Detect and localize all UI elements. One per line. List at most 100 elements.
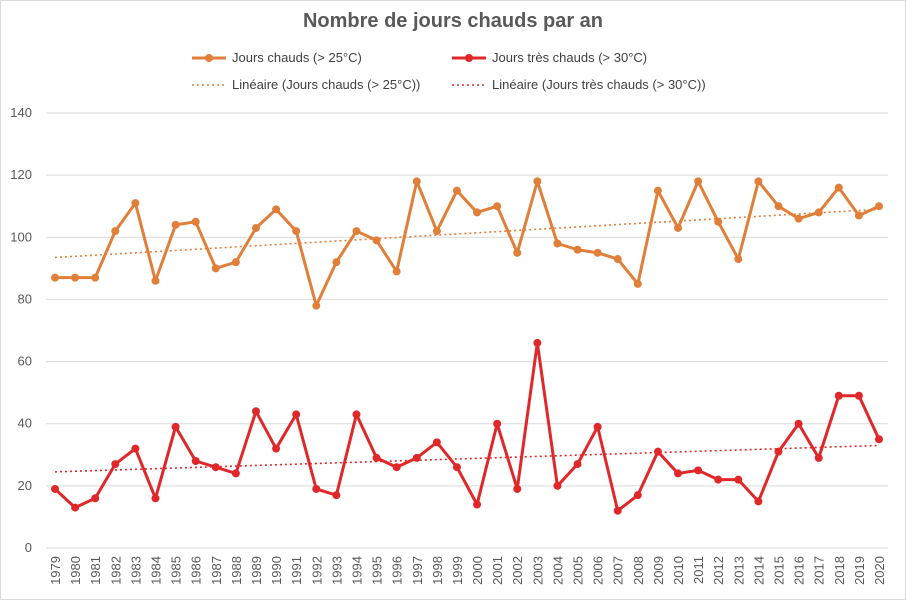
data-point: [614, 255, 622, 263]
data-point: [855, 392, 863, 400]
x-tick-label: 2011: [691, 556, 706, 584]
data-point: [453, 463, 461, 471]
data-point: [654, 187, 662, 195]
data-point: [111, 460, 119, 468]
data-point: [232, 258, 240, 266]
data-point: [393, 463, 401, 471]
x-tick-label: 2010: [671, 556, 686, 585]
data-point: [332, 258, 340, 266]
data-point: [674, 224, 682, 232]
x-tick-label: 1999: [450, 556, 465, 585]
y-axis: 020406080100120140: [10, 105, 32, 555]
x-tick-label: 2003: [530, 556, 545, 585]
data-point: [694, 177, 702, 185]
x-tick-label: 1984: [148, 556, 163, 585]
x-tick-label: 1986: [189, 556, 204, 585]
data-point: [192, 218, 200, 226]
data-point: [192, 457, 200, 465]
x-tick-label: 1985: [169, 556, 184, 585]
data-point: [473, 208, 481, 216]
data-point: [312, 302, 320, 310]
trend-line-1: [55, 209, 879, 257]
data-point: [252, 407, 260, 415]
data-point: [332, 491, 340, 499]
x-tick-label: 1988: [229, 556, 244, 585]
data-point: [835, 392, 843, 400]
data-point: [513, 249, 521, 257]
data-point: [875, 202, 883, 210]
legend: Jours chauds (> 25°C) Jours très chauds (…: [192, 50, 706, 92]
y-tick-label: 80: [18, 291, 32, 306]
data-point: [172, 423, 180, 431]
data-point: [51, 274, 59, 282]
data-point: [111, 227, 119, 235]
x-tick-label: 1989: [249, 556, 264, 585]
data-point: [855, 212, 863, 220]
x-tick-label: 2020: [872, 556, 887, 585]
data-point: [373, 454, 381, 462]
data-point: [71, 504, 79, 512]
x-tick-label: 1994: [349, 556, 364, 585]
x-tick-label: 2004: [550, 556, 565, 585]
y-tick-label: 0: [25, 540, 32, 555]
data-point: [795, 420, 803, 428]
data-point: [835, 184, 843, 192]
data-point: [513, 485, 521, 493]
data-point: [272, 445, 280, 453]
data-point: [91, 274, 99, 282]
data-point: [734, 476, 742, 484]
data-point: [815, 454, 823, 462]
data-point: [594, 249, 602, 257]
x-tick-label: 2014: [751, 556, 766, 585]
legend-label: Linéaire (Jours chauds (> 25°C)): [232, 77, 420, 92]
x-tick-label: 2006: [591, 556, 606, 585]
data-point: [413, 177, 421, 185]
x-axis: 1979 1980 1981 1982 1983 1984 1985 1986 1987 1988…: [48, 556, 887, 585]
data-point: [614, 507, 622, 515]
x-tick-label: 2012: [711, 556, 726, 585]
data-point: [754, 497, 762, 505]
x-tick-label: 2000: [470, 556, 485, 585]
x-tick-label: 2001: [490, 556, 505, 585]
y-tick-label: 120: [10, 167, 32, 182]
x-tick-label: 1983: [128, 556, 143, 585]
x-tick-label: 2007: [611, 556, 626, 585]
data-point: [292, 410, 300, 418]
x-tick-label: 1996: [390, 556, 405, 585]
data-point: [272, 205, 280, 213]
data-point: [754, 177, 762, 185]
data-point: [533, 339, 541, 347]
x-tick-label: 1987: [209, 556, 224, 585]
series-lines: [51, 177, 883, 514]
data-point: [433, 438, 441, 446]
data-point: [714, 476, 722, 484]
data-point: [151, 494, 159, 502]
data-point: [71, 274, 79, 282]
y-tick-label: 60: [18, 354, 32, 369]
data-point: [493, 202, 501, 210]
data-point: [594, 423, 602, 431]
trend-line-2: [55, 445, 879, 471]
data-point: [453, 187, 461, 195]
legend-item-lineaire-tres-chauds: Linéaire (Jours très chauds (> 30°C)): [452, 77, 706, 92]
data-point: [734, 255, 742, 263]
data-point: [694, 466, 702, 474]
x-tick-label: 1997: [410, 556, 425, 585]
series-line-1: [55, 181, 879, 305]
x-tick-label: 2009: [651, 556, 666, 585]
y-tick-label: 40: [18, 416, 32, 431]
data-point: [172, 221, 180, 229]
data-point: [151, 277, 159, 285]
legend-label: Jours chauds (> 25°C): [232, 50, 362, 65]
data-point: [212, 463, 220, 471]
x-tick-label: 1980: [68, 556, 83, 585]
data-point: [433, 227, 441, 235]
data-point: [533, 177, 541, 185]
chart-svg: 020406080100120140 1979 1980 1981 1982 1983 1…: [0, 0, 906, 600]
data-point: [634, 491, 642, 499]
x-tick-label: 2019: [852, 556, 867, 585]
data-point: [654, 448, 662, 456]
data-point: [393, 267, 401, 275]
legend-marker: [205, 54, 213, 62]
data-point: [775, 202, 783, 210]
